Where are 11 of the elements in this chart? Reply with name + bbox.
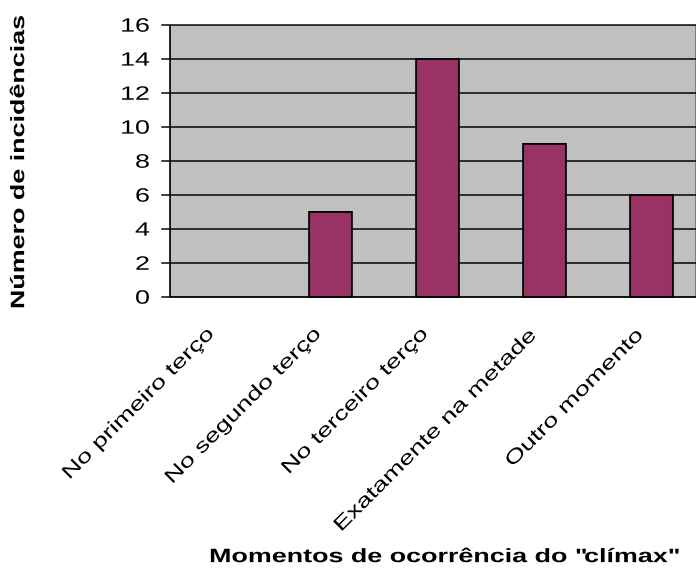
y-tick-label: 12 [122, 86, 149, 100]
y-tick-label: 4 [136, 222, 150, 236]
y-tick-label: 2 [136, 256, 149, 270]
x-axis-title: Momentos de ocorrência do "clímax" [210, 548, 679, 562]
y-tick-label: 10 [122, 120, 149, 134]
y-tick-label: 0 [136, 290, 149, 304]
y-tick-label: 6 [136, 188, 149, 202]
y-tick-label: 8 [136, 154, 149, 168]
y-axis-title: Número de incidências [10, 16, 24, 308]
y-tick-label: 16 [122, 18, 149, 32]
y-tick-label: 14 [122, 52, 150, 66]
